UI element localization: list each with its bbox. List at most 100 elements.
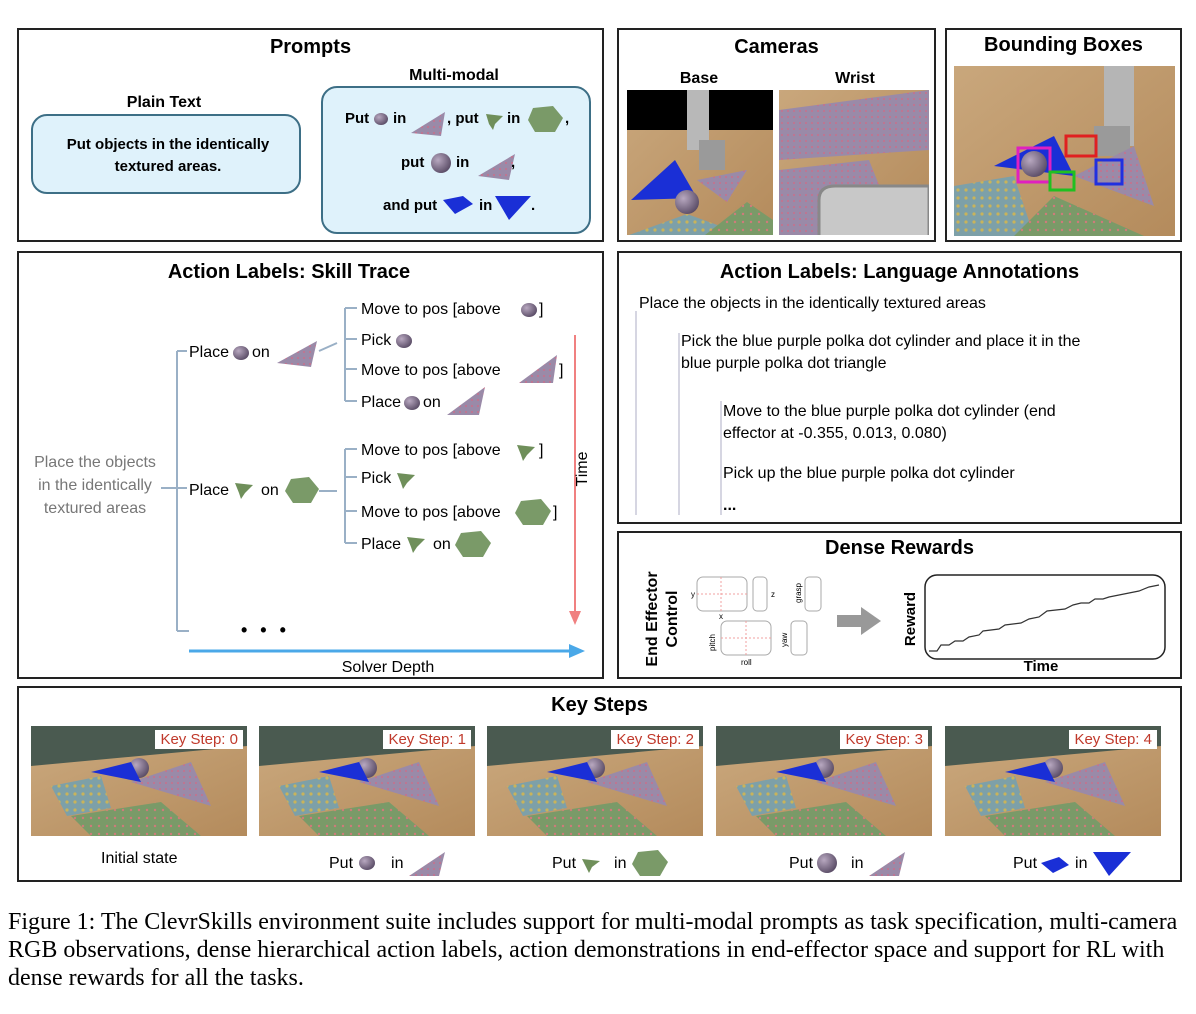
language-panel: Action Labels: Language Annotations Plac… [617,251,1182,524]
key-step-label: Key Step: 4 [1069,730,1157,749]
g2-move2: Move to pos [above [361,504,501,521]
tool-icon [517,445,535,461]
ee-yaw: yaw [780,633,789,647]
put-text: Put [329,855,354,872]
place1-label-a: Place [189,344,229,361]
key-step-label: Key Step: 3 [840,730,928,749]
bounding-boxes-image [954,66,1175,236]
tool-icon [397,473,415,489]
key-steps-panel: Key Steps Key Step: 0 Key Step: 1 Key St… [17,686,1182,882]
wrist-camera-image [779,90,929,235]
lang-line-2b: blue purple polka dot triangle [681,355,887,372]
mm-in4-text: in [479,197,492,214]
language-title: Action Labels: Language Annotations [719,261,1080,283]
cylinder-icon [404,396,420,410]
blue-triangle-icon [495,196,531,220]
g2-place-on: on [433,536,451,553]
triangle-icon-2 [478,154,515,180]
cylinder-icon [374,113,388,125]
multimodal-box: Put in , put in , put in , and put in . [321,86,591,234]
solver-depth-label: Solver Depth [342,659,435,676]
multimodal-label: Multi-modal [409,67,499,84]
root-line-2: in the identically [38,477,152,494]
g1-place: Place [361,394,401,411]
ee-roll: roll [741,658,752,667]
mm-in2-text: in [507,110,520,127]
skill-trace-root: Place the objects in the identically tex… [25,451,165,520]
lang-line-3b: effector at -0.355, 0.013, 0.080) [723,425,947,442]
g2-move1-end: ] [539,442,543,459]
cylinder-icon [521,303,537,317]
plain-text-box: Put objects in the identically textured … [31,114,301,194]
dense-rewards-diagram: End Effector Control y x z grasp pitch r… [644,571,1166,675]
blue-block-icon [443,196,473,214]
g1-pick: Pick [361,332,392,349]
reward-time-label: Time [1024,658,1059,675]
prompts-title: Prompts [269,36,352,58]
g2-move2-end: ] [553,504,557,521]
language-tree-lines [635,311,722,515]
sphere-icon [817,853,838,873]
plain-text-prompt: Put objects in the identically textured … [66,136,270,175]
key-step-label: Key Step: 2 [611,730,699,749]
time-axis-label: Time [574,451,591,486]
g1-place-on: on [423,394,441,411]
mm-put2-text: , put [447,110,479,127]
reward-axis-label: Reward [902,592,919,646]
cylinder-icon [359,856,376,870]
key-step-caption: Put in [329,848,449,880]
triangle-icon [869,852,906,876]
place2-label-a: Place [189,482,229,499]
hexagon-icon [285,477,319,503]
bounding-boxes-panel: Bounding Boxes [945,28,1182,242]
key-step-frame: Key Step: 1 [259,726,475,836]
ee-label-1: End Effector [644,571,661,666]
root-line-1: Place the objects [34,454,156,471]
mm-period-text: . [531,197,535,214]
mm-and-put-text: and put [383,197,437,214]
skill-trace-title: Action Labels: Skill Trace [167,261,411,283]
hexagon-icon [632,850,669,876]
prompts-panel: Prompts Plain Text Put objects in the id… [17,28,604,242]
hexagon-icon [515,499,551,525]
blue-block-icon [1041,857,1070,873]
mm-put-text: Put [345,110,369,127]
triangle-icon [519,355,557,383]
g1-move1-end: ] [539,301,543,318]
g2-place: Place [361,536,401,553]
sphere-icon [431,153,451,173]
skill-trace-tree: Time Solver Depth • • • Place on Place o… [161,301,591,676]
wrist-camera-label: Wrist [835,70,875,87]
in-text: in [614,855,627,872]
ee-grasp: grasp [794,582,803,603]
lang-line-2a: Pick the blue purple polka dot cylinder … [681,333,1081,350]
base-camera-image [627,90,773,235]
skill-trace-panel: Action Labels: Skill Trace Place the obj… [17,251,604,679]
base-camera-label: Base [679,70,719,87]
tool-icon [582,859,601,873]
put-text: Put [1013,855,1038,872]
ee-label-2: Control [664,591,681,648]
key-step-label: Key Step: 0 [155,730,243,749]
lang-line-4: Pick up the blue purple polka dot cylind… [723,465,1015,482]
key-step-label: Key Step: 1 [383,730,471,749]
mm-in3-text: in [456,154,469,171]
key-steps-title: Key Steps [551,694,648,716]
g1-move2-end: ] [559,362,563,379]
g2-move1: Move to pos [above [361,442,501,459]
skill-trace-ellipsis: • • • [241,620,290,640]
mm-comma3-text: , [511,154,515,171]
hexagon-icon [455,531,491,557]
key-step-caption: Put in [1013,848,1133,880]
root-line-3: textured areas [43,500,147,517]
triangle-icon [447,387,485,415]
hexagon-icon [528,106,563,132]
triangle-icon [277,341,317,367]
put-text: Put [789,855,814,872]
lang-line-5: ... [723,497,737,514]
key-step-frame: Key Step: 3 [716,726,932,836]
place2-label-b: on [261,482,279,499]
multimodal-prompt-icons: Put in , put in , put in , and put in . [345,106,569,220]
bounding-boxes-title: Bounding Boxes [984,34,1143,56]
key-step-frame: Key Step: 4 [945,726,1161,836]
